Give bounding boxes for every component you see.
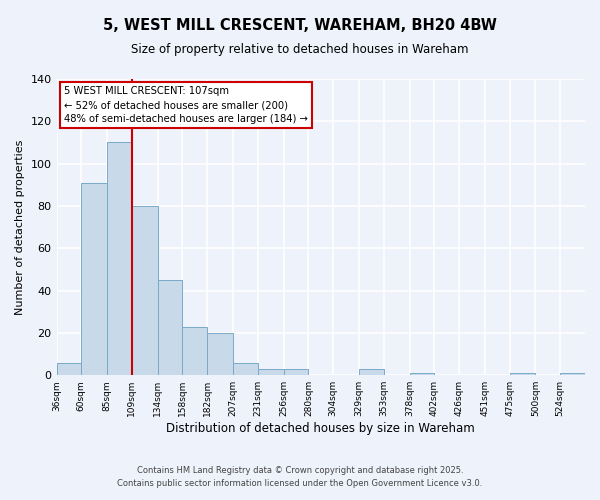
Bar [509, 373, 535, 375]
Bar [258, 369, 284, 375]
Bar [182, 326, 207, 375]
Bar [132, 206, 158, 375]
Bar [233, 362, 258, 375]
Bar [284, 369, 308, 375]
Bar [56, 362, 82, 375]
Text: 5, WEST MILL CRESCENT, WAREHAM, BH20 4BW: 5, WEST MILL CRESCENT, WAREHAM, BH20 4BW [103, 18, 497, 32]
Bar [207, 333, 233, 375]
X-axis label: Distribution of detached houses by size in Wareham: Distribution of detached houses by size … [166, 422, 475, 435]
Y-axis label: Number of detached properties: Number of detached properties [15, 140, 25, 315]
Text: Size of property relative to detached houses in Wareham: Size of property relative to detached ho… [131, 42, 469, 56]
Bar [158, 280, 182, 375]
Text: Contains HM Land Registry data © Crown copyright and database right 2025.
Contai: Contains HM Land Registry data © Crown c… [118, 466, 482, 487]
Bar [107, 142, 132, 375]
Bar [82, 182, 107, 375]
Text: 5 WEST MILL CRESCENT: 107sqm
← 52% of detached houses are smaller (200)
48% of s: 5 WEST MILL CRESCENT: 107sqm ← 52% of de… [64, 86, 308, 124]
Bar [359, 369, 384, 375]
Bar [560, 373, 585, 375]
Bar [410, 373, 434, 375]
